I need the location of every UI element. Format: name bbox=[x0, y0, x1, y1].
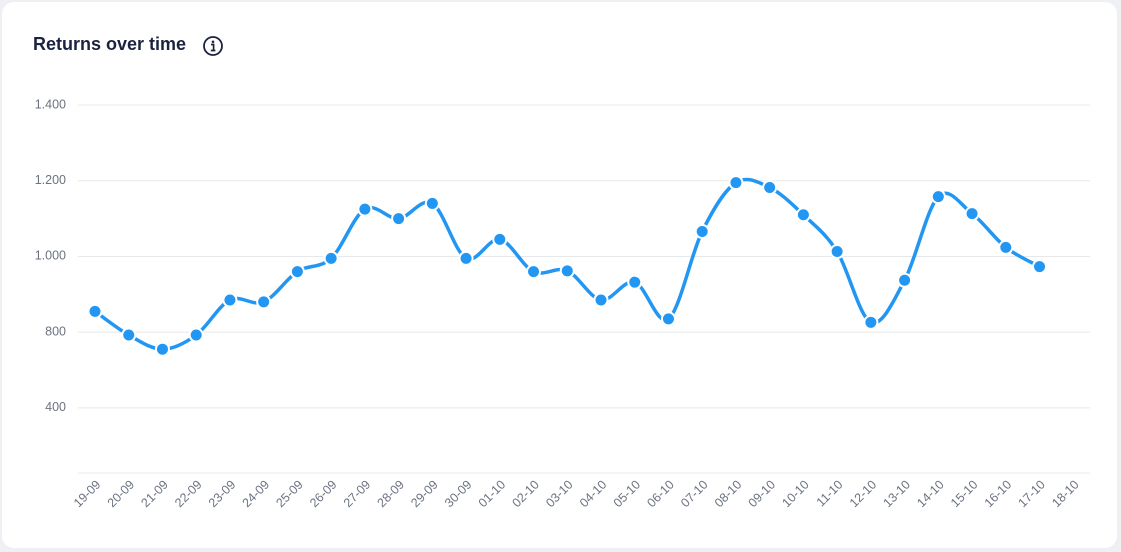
point bbox=[121, 327, 137, 343]
point bbox=[728, 175, 744, 191]
y-tick-label: 1.400 bbox=[35, 97, 66, 111]
x-tick-label: 01-10 bbox=[476, 478, 509, 511]
x-tick-label: 05-10 bbox=[611, 478, 644, 511]
x-tick-label: 16-10 bbox=[982, 478, 1015, 511]
x-tick-label: 27-09 bbox=[341, 478, 374, 511]
info-icon[interactable] bbox=[202, 35, 224, 57]
point bbox=[222, 292, 238, 308]
x-tick-label: 12-10 bbox=[847, 478, 880, 511]
x-tick-label: 29-09 bbox=[408, 478, 441, 511]
point bbox=[526, 264, 542, 280]
point bbox=[256, 294, 272, 310]
y-tick-label: 1.200 bbox=[35, 173, 66, 187]
x-tick-label: 26-09 bbox=[307, 478, 340, 511]
x-tick-label: 14-10 bbox=[914, 478, 947, 511]
y-tick-label: 1.000 bbox=[35, 249, 66, 263]
x-tick-label: 02-10 bbox=[509, 478, 542, 511]
x-tick-label: 30-09 bbox=[442, 478, 475, 511]
x-tick-label: 18-10 bbox=[1049, 478, 1082, 511]
point bbox=[458, 250, 474, 266]
point bbox=[289, 264, 305, 280]
point bbox=[492, 231, 508, 247]
point bbox=[391, 211, 407, 227]
point bbox=[559, 263, 575, 279]
x-tick-label: 07-10 bbox=[678, 478, 711, 511]
point bbox=[188, 327, 204, 343]
point bbox=[998, 239, 1014, 255]
x-tick-label: 09-10 bbox=[746, 478, 779, 511]
point bbox=[357, 201, 373, 217]
point bbox=[660, 311, 676, 327]
x-tick-label: 23-09 bbox=[206, 478, 239, 511]
point bbox=[424, 195, 440, 211]
point bbox=[762, 180, 778, 196]
x-tick-label: 22-09 bbox=[172, 478, 205, 511]
x-tick-label: 08-10 bbox=[712, 478, 745, 511]
point bbox=[897, 272, 913, 288]
x-tick-label: 19-09 bbox=[71, 478, 104, 511]
x-tick-label: 24-09 bbox=[240, 478, 273, 511]
x-tick-label: 06-10 bbox=[644, 478, 677, 511]
point bbox=[863, 314, 879, 330]
point bbox=[829, 244, 845, 260]
point bbox=[593, 292, 609, 308]
y-tick-label: 400 bbox=[45, 400, 66, 414]
x-tick-label: 04-10 bbox=[577, 478, 610, 511]
x-tick-label: 15-10 bbox=[948, 478, 981, 511]
x-tick-label: 11-10 bbox=[814, 478, 846, 510]
x-tick-label: 28-09 bbox=[375, 478, 408, 511]
x-tick-label: 03-10 bbox=[543, 478, 576, 511]
point bbox=[930, 189, 946, 205]
x-tick-label: 20-09 bbox=[105, 478, 138, 511]
point bbox=[154, 341, 170, 357]
x-tick-label: 10-10 bbox=[779, 478, 812, 511]
x-tick-label: 25-09 bbox=[273, 478, 306, 511]
x-tick-label: 21-09 bbox=[138, 478, 171, 511]
point bbox=[627, 274, 643, 290]
y-tick-label: 800 bbox=[45, 324, 66, 338]
x-tick-label: 13-10 bbox=[881, 478, 914, 511]
point bbox=[694, 223, 710, 239]
chart-title: Returns over time bbox=[33, 34, 187, 54]
point bbox=[964, 206, 980, 222]
point bbox=[323, 250, 339, 266]
point bbox=[1032, 259, 1048, 275]
point bbox=[87, 303, 103, 319]
point bbox=[795, 207, 811, 223]
x-tick-label: 17-10 bbox=[1015, 478, 1048, 511]
